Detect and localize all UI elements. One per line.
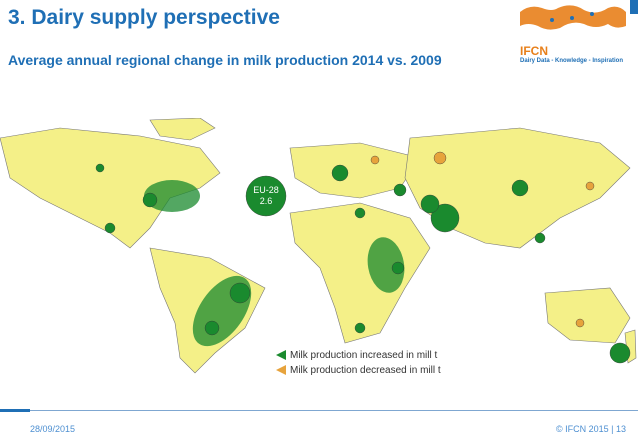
corner-accent <box>630 0 638 14</box>
europe-shape <box>289 142 421 199</box>
legend-increase-label: Milk production increased in mill t <box>290 349 438 361</box>
bubble-india <box>430 203 460 233</box>
bubble-russia <box>433 151 447 165</box>
eu-label: EU-28 <box>253 185 279 195</box>
bubble-canada <box>95 163 105 173</box>
logo-name: IFCN <box>520 44 548 58</box>
landmass <box>0 118 637 374</box>
highlight-east-africa <box>367 237 405 293</box>
footer-accent <box>0 409 30 412</box>
ifcn-logo <box>512 0 638 78</box>
bubble-ukraine <box>370 155 380 165</box>
bubble-japan <box>585 181 595 191</box>
globe-logo-icon <box>520 5 626 30</box>
bubble-markers <box>95 151 631 364</box>
world-map: EU-28 2.6 <box>0 118 637 374</box>
bubble-nz <box>609 342 631 364</box>
legend-decrease: Milk production decreased in mill t <box>276 363 441 377</box>
eu-value: 2.6 <box>260 196 273 206</box>
bubble-brazil <box>229 282 251 304</box>
bubble-mexico <box>104 222 116 234</box>
footer-copyright: © IFCN 2015 | 13 <box>555 424 626 434</box>
slide-subtitle: Average annual regional change in milk p… <box>8 52 442 68</box>
logo-tagline: Dairy Data - Knowledge - Inspiration <box>520 58 624 64</box>
bubble-iran <box>393 183 407 197</box>
eu-label-group: EU-28 2.6 <box>253 185 279 206</box>
bubble-argentina <box>204 320 220 336</box>
footer-divider <box>0 410 638 411</box>
bubble-turkey <box>331 164 349 182</box>
bubble-egypt <box>354 207 366 219</box>
map-legend: Milk production increased in mill t Milk… <box>276 348 466 378</box>
bubble-sea <box>534 232 546 244</box>
bubble-eu <box>245 175 287 217</box>
highlight-north-america <box>144 180 200 212</box>
bubble-usa <box>142 192 158 208</box>
bubble-kenya <box>391 261 405 275</box>
legend-decrease-label: Milk production decreased in mill t <box>290 364 441 376</box>
bubble-pakistan <box>420 194 440 214</box>
bubble-australia <box>575 318 585 328</box>
australia-shape <box>544 287 631 344</box>
legend-increase: Milk production increased in mill t <box>276 348 437 362</box>
greenland-shape <box>149 118 216 141</box>
footer-date: 28/09/2015 <box>30 424 76 434</box>
slide-title: 3. Dairy supply perspective <box>8 6 280 29</box>
triangle-orange-icon <box>276 365 286 375</box>
north-america-shape <box>0 127 221 249</box>
bubble-china <box>511 179 529 197</box>
triangle-green-icon <box>276 350 286 360</box>
africa-shape <box>289 202 431 344</box>
bubble-south-africa <box>354 322 366 334</box>
